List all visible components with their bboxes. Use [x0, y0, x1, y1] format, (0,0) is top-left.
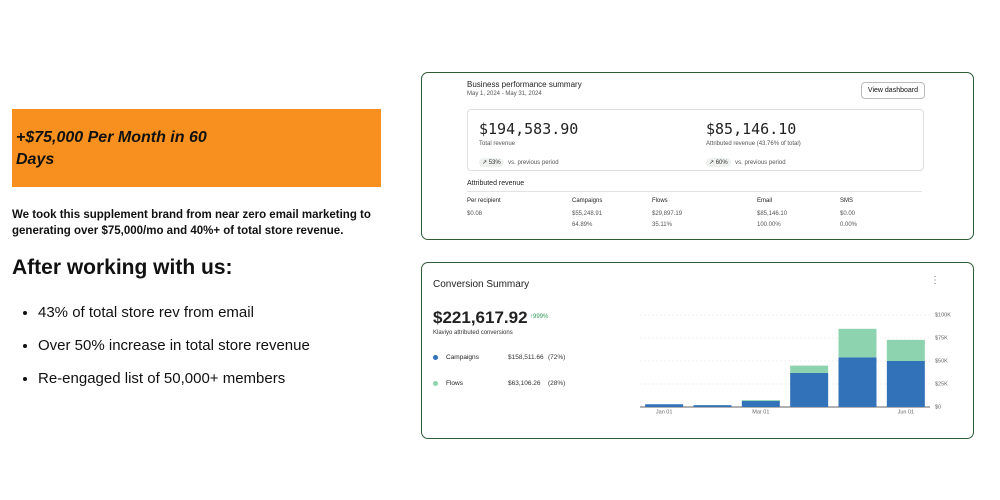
column-value: $85,146.10: [757, 211, 788, 217]
view-dashboard-button[interactable]: View dashboard: [860, 82, 925, 99]
bar-segment: [741, 401, 780, 407]
headline-box: +$75,000 Per Month in 60 Days: [12, 109, 381, 187]
column-value: $0.08: [467, 211, 483, 217]
bar-segment: [886, 339, 925, 361]
bar-segment: [645, 404, 684, 407]
column-share: 35.11%: [652, 222, 672, 228]
column-name: Per recipient: [467, 198, 501, 204]
legend-name: Campaigns: [446, 354, 479, 361]
column-share: 100.00%: [757, 222, 781, 228]
total-change-row: ↗ 53% vs. previous period: [479, 151, 559, 169]
attributed-revenue: $85,146.10: [706, 120, 797, 138]
results-list: 43% of total store rev from email Over 5…: [12, 300, 418, 399]
headline: +$75,000 Per Month in 60 Days: [16, 129, 207, 168]
bar-segment: [838, 357, 877, 407]
column-share: 0.00%: [840, 222, 858, 228]
legend-amount: $63,106.26: [508, 380, 541, 387]
y-tick-label: $75K: [935, 335, 948, 341]
chart: $0 $25K $50K $75K $100K Jan 01 Mar 01 Jun 01: [640, 312, 951, 415]
legend-amount: $158,511.66: [508, 354, 544, 361]
legend-swatch: [433, 355, 438, 360]
conversion-panel: Conversion Summary ⋮ $221,617.92 ↑999% K…: [421, 262, 974, 439]
column-value: $55,248.91: [572, 211, 603, 217]
bar-segment: [741, 400, 780, 402]
bar-segment: [790, 365, 829, 373]
column-share: 64.89%: [572, 222, 593, 228]
intro: We took this supplement brand from near …: [12, 209, 371, 237]
y-tick-label: $50K: [935, 358, 948, 364]
attributed-label: Attributed revenue (43.76% of total): [706, 141, 801, 147]
column-name: Email: [757, 198, 773, 204]
legend-swatch: [433, 381, 438, 386]
bar-segment: [886, 361, 925, 407]
attributed-change-row: ↗ 60% vs. previous period: [706, 151, 786, 169]
vs-label: vs. previous period: [508, 160, 559, 166]
column-name: SMS: [840, 198, 854, 204]
menu-icon[interactable]: ⋮: [930, 275, 940, 286]
change: 60%: [715, 160, 728, 166]
bar-segment: [693, 405, 732, 407]
change-badge: ↗ 60%: [706, 158, 731, 167]
column-value: $29,897.19: [652, 211, 683, 217]
column-name: Flows: [652, 198, 668, 204]
vs-label: vs. previous period: [735, 160, 786, 166]
result-item: Re-engaged list of 50,000+ members: [38, 366, 418, 399]
x-tick-label: Jan 01: [656, 409, 673, 415]
bar-segment: [838, 328, 877, 358]
total-revenue: $194,583.90: [479, 120, 579, 138]
legend-name: Flows: [446, 380, 463, 387]
change: 53%: [488, 160, 501, 166]
change-badge: ↗ 53%: [479, 158, 504, 167]
column-name: Campaigns: [572, 198, 603, 204]
column-value: $0.00: [840, 211, 856, 217]
result-item: 43% of total store rev from email: [38, 300, 418, 333]
result-item: Over 50% increase in total store revenue: [38, 333, 418, 366]
total-label: Total revenue: [479, 141, 516, 147]
performance-panel: Business performance summary May 1, 2024…: [421, 72, 974, 240]
x-tick-label: Mar 01: [752, 409, 769, 415]
section-title: Attributed revenue: [467, 180, 525, 187]
revenue-box: $194,583.90 Total revenue ↗ 53% vs. prev…: [467, 109, 924, 171]
y-tick-label: $25K: [935, 381, 948, 387]
conversion-subtitle: Klaviyo attributed conversions: [433, 330, 513, 336]
y-tick-label: $0: [935, 404, 941, 410]
panel-title: Business performance summary: [467, 80, 582, 89]
divider: [467, 191, 922, 192]
results-title: After working with us:: [12, 256, 233, 279]
panel-title: Conversion Summary: [433, 279, 530, 290]
bar-segment: [790, 372, 829, 407]
date-range: May 1, 2024 - May 31, 2024: [467, 91, 542, 97]
conversion-change: ↑999%: [530, 314, 549, 320]
x-tick-label: Jun 01: [898, 409, 915, 415]
y-tick-label: $100K: [935, 312, 951, 318]
legend-share: (28%): [548, 380, 566, 387]
legend-share: (72%): [548, 354, 566, 361]
conversion-total: $221,617.92: [433, 308, 528, 327]
change: 999%: [533, 314, 549, 320]
